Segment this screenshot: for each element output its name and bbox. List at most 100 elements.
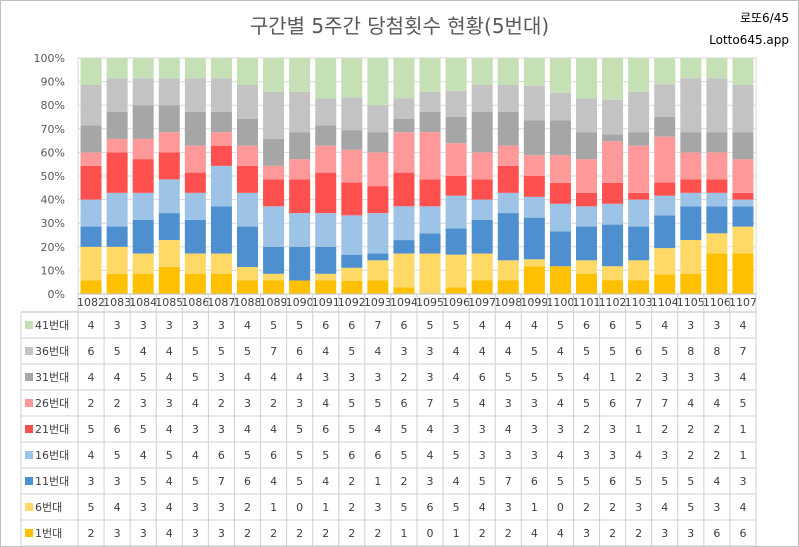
bar-segment [602,134,624,142]
legend-label: 11번대 [35,475,69,488]
table-cell-value: 4 [166,345,173,358]
bar-segment [341,267,363,281]
table-cell-value: 3 [218,423,225,436]
bar-segment [263,58,285,92]
table-cell-value: 4 [453,371,460,384]
bar-segment [523,120,545,156]
table-cell-value: 6 [713,527,720,540]
table-cell-value: 6 [739,527,746,540]
table-cell-value: 5 [661,475,668,488]
bar-segment [80,199,102,227]
bar-segment [576,159,597,193]
table-cell-value: 1 [609,371,616,384]
legend-swatch [25,373,33,381]
table-cell-value: 4 [374,423,381,436]
table-cell-value: 5 [140,475,147,488]
bar-segment [210,145,232,166]
bar-segment [602,182,624,204]
table-cell-value: 6 [322,423,329,436]
bar-segment [263,91,285,139]
x-tick-label: 1102 [599,296,627,309]
table-cell-value: 4 [635,449,642,462]
bar-segment [419,91,441,112]
table-cell-value: 4 [583,371,590,384]
bar-segment [445,195,467,229]
table-cell-value: 3 [453,423,460,436]
bar-segment [132,253,154,274]
table-cell-value: 3 [427,345,434,358]
table-cell-value: 0 [296,501,303,514]
table-cell-value: 5 [687,501,694,514]
bar-segment [654,215,676,249]
table-cell-value: 4 [244,319,251,332]
bar-segment [732,58,754,85]
table-cell-value: 4 [713,397,720,410]
bar-segment [732,132,754,160]
legend-swatch [25,321,33,329]
bar-segment [419,111,441,133]
table-cell-value: 6 [296,345,303,358]
bar-segment [393,172,415,207]
table-cell-value: 6 [88,345,95,358]
bar-segment [497,165,519,193]
bar-segment [628,91,650,133]
bar-segment [549,231,571,267]
bar-segment [523,266,545,294]
bar-segment [106,192,128,227]
bar-segment [497,145,519,166]
bar-segment [80,226,102,247]
bar-segment [184,78,206,112]
bar-segment [184,192,206,220]
table-cell-value: 5 [583,475,590,488]
table-cell-value: 3 [114,475,121,488]
bar-segment [106,138,128,153]
bar-segment [80,84,102,126]
legend-label: 36번대 [35,345,69,358]
x-tick-label: 1090 [286,296,314,309]
table-cell-value: 2 [583,423,590,436]
table-cell-value: 6 [244,475,251,488]
table-cell-value: 5 [140,371,147,384]
bar-segment [628,192,650,200]
table-cell-value: 7 [427,397,434,410]
bar-segment [445,176,467,196]
table-cell-value: 3 [583,449,590,462]
table-cell-value: 3 [427,371,434,384]
x-tick-label: 1085 [155,296,183,309]
bar-segment [210,132,232,146]
table-cell-value: 5 [635,319,642,332]
bar-segment [237,58,258,85]
table-cell-value: 4 [557,345,564,358]
table-cell-value: 2 [661,423,668,436]
bar-segment [106,58,128,79]
table-cell-value: 3 [374,371,381,384]
table-cell-value: 5 [531,345,538,358]
table-cell-value: 4 [114,371,121,384]
table-cell-value: 3 [687,371,694,384]
x-tick-label: 1105 [677,296,705,309]
table-cell-value: 4 [739,319,746,332]
bar-segment [628,280,650,294]
table-cell-value: 3 [140,397,147,410]
table-cell-value: 4 [166,475,173,488]
table-cell-value: 4 [687,397,694,410]
table-cell-value: 2 [322,527,329,540]
table-cell-value: 6 [531,475,538,488]
table-cell-value: 6 [374,449,381,462]
table-cell-value: 4 [505,345,512,358]
bar-segment [80,165,102,200]
bar-segment [393,58,415,99]
table-cell-value: 3 [244,397,251,410]
table-cell-value: 3 [88,475,95,488]
bar-segment [680,152,702,180]
table-cell-value: 2 [296,527,303,540]
table-cell-value: 1 [374,475,381,488]
bar-segment [158,179,180,214]
table-cell-value: 2 [609,527,616,540]
bar-segment [680,240,702,274]
table-cell-value: 2 [270,397,277,410]
table-cell-value: 4 [270,423,277,436]
table-cell-value: 5 [739,397,746,410]
bar-segment [602,280,624,294]
bar-segment [315,58,337,99]
